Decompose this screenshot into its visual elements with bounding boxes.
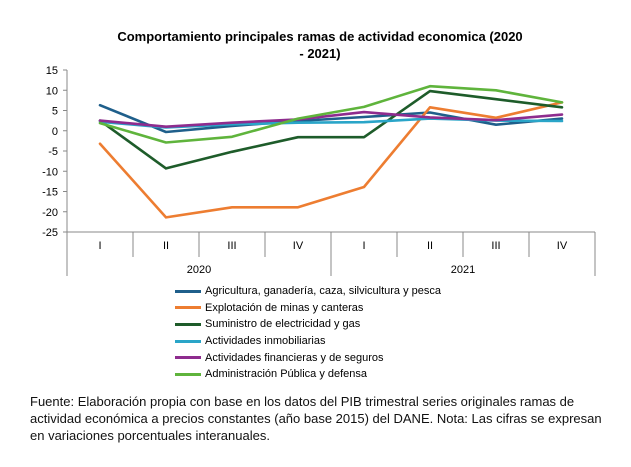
y-tick-label: -20 [42,207,58,219]
x-tick-label: III [227,240,236,252]
x-tick-label: II [427,240,433,252]
series-line-3 [98,89,564,170]
series-line-2 [98,101,564,219]
y-tick-label: 5 [52,106,58,118]
y-tick-label: -15 [42,187,58,199]
legend-label: Suministro de electricidad y gas [205,318,361,331]
series-line-1 [98,103,564,134]
x-tick-label: III [491,240,500,252]
legend-label: Explotación de minas y canteras [205,301,364,314]
y-tick-label: -5 [48,146,58,158]
x-group-label: 2020 [187,264,211,276]
legend-label: Agricultura, ganadería, caza, silvicultu… [205,285,442,298]
y-tick-label: -10 [42,166,58,178]
legend-swatch [175,372,201,376]
y-tick-label: 15 [46,65,58,77]
series-line-6 [98,84,564,144]
y-tick-label: -25 [42,227,58,239]
x-tick-label: IV [293,240,304,252]
legend-item: Explotación de minas y canteras [175,300,441,317]
legend-swatch [175,356,201,360]
legend: Agricultura, ganadería, caza, silvicultu… [175,283,441,383]
legend-item: Actividades financieras y de seguros [175,349,441,366]
legend-item: Administración Pública y defensa [175,366,441,383]
legend-item: Suministro de electricidad y gas [175,316,441,333]
source-note: Fuente: Elaboración propia con base en l… [30,394,602,443]
legend-label: Actividades inmobiliarias [205,335,326,348]
legend-item: Agricultura, ganadería, caza, silvicultu… [175,283,441,300]
legend-swatch [175,339,201,343]
x-tick-label: I [98,240,101,252]
chart-title-line-1: Comportamiento principales ramas de acti… [117,29,522,44]
legend-item: Actividades inmobiliarias [175,333,441,350]
chart-title-line-2: - 2021) [299,46,340,61]
legend-swatch [175,306,201,310]
series-line-5 [98,110,564,128]
y-tick-label: 10 [46,85,58,97]
x-tick-label: II [163,240,169,252]
legend-swatch [175,322,201,326]
x-tick-label: IV [557,240,568,252]
legend-label: Administración Pública y defensa [205,368,368,381]
line-chart: Comportamiento principales ramas de acti… [42,29,596,276]
legend-swatch [175,289,201,293]
legend-label: Actividades financieras y de seguros [205,351,384,364]
x-group-label: 2021 [451,264,475,276]
series-lines [98,84,564,219]
x-tick-label: I [362,240,365,252]
y-tick-label: 0 [52,126,58,138]
